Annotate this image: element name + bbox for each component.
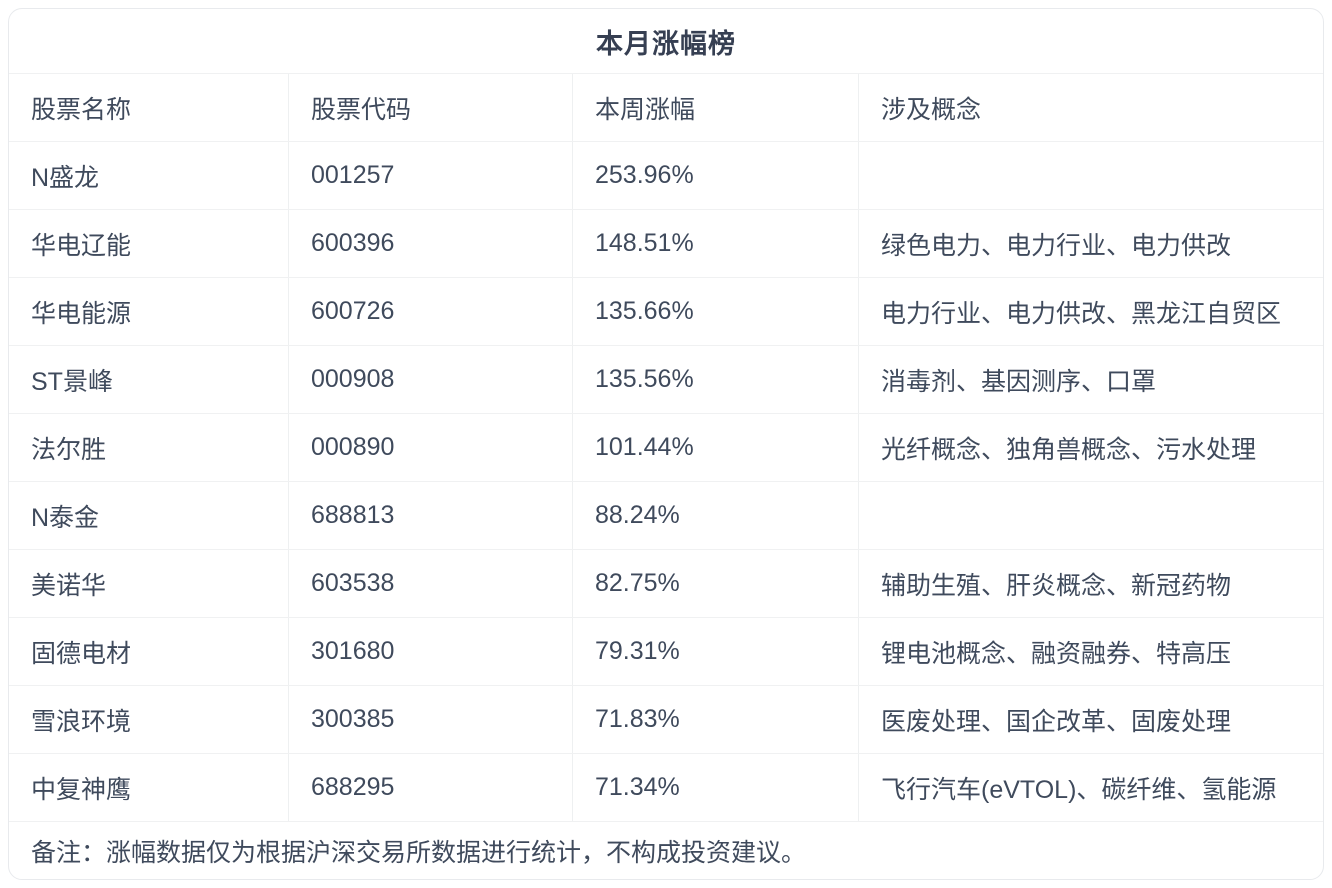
stock-name-cell: 雪浪环境: [9, 686, 289, 753]
concepts-cell: 锂电池概念、融资融券、特高压: [881, 639, 1232, 668]
table-header-row: 股票名称 股票代码 本周涨幅 涉及概念: [9, 73, 1323, 141]
stock-name-cell: 华电辽能: [9, 210, 289, 277]
stock-code-cell: 600396: [289, 210, 573, 277]
concepts-cell: 医废处理、国企改革、固废处理: [881, 707, 1232, 736]
table-row: 华电能源 600726 135.66% 电力行业、电力供改、黑龙江自贸区: [9, 277, 1323, 345]
concepts-cell: 飞行汽车(eVTOL)、碳纤维、氢能源: [881, 775, 1277, 804]
table-row: ST景峰 000908 135.56% 消毒剂、基因测序、口罩: [9, 345, 1323, 413]
table-row: 中复神鹰 688295 71.34% 飞行汽车(eVTOL)、碳纤维、氢能源: [9, 753, 1323, 821]
concepts-cell: [859, 142, 1323, 209]
stock-name-cell: 中复神鹰: [9, 754, 289, 821]
stock-code-cell: 000908: [289, 346, 573, 413]
concepts-cell: [859, 482, 1323, 549]
footnote: 备注：涨幅数据仅为根据沪深交易所数据进行统计，不构成投资建议。: [9, 821, 1323, 879]
concepts-cell: 绿色电力、电力行业、电力供改: [881, 231, 1232, 260]
table-row: 固德电材 301680 79.31% 锂电池概念、融资融券、特高压: [9, 617, 1323, 685]
concepts-cell: 辅助生殖、肝炎概念、新冠药物: [881, 571, 1232, 600]
stock-name-cell: 法尔胜: [9, 414, 289, 481]
gain-ranking-card: 本月涨幅榜 股票名称 股票代码 本周涨幅 涉及概念 N盛龙 001257 253…: [8, 8, 1324, 880]
stock-code-cell: 688813: [289, 482, 573, 549]
stock-code-cell: 600726: [289, 278, 573, 345]
weekly-gain-cell: 101.44%: [573, 414, 859, 481]
stock-code-cell: 001257: [289, 142, 573, 209]
weekly-gain-cell: 82.75%: [573, 550, 859, 617]
weekly-gain-cell: 71.34%: [573, 754, 859, 821]
stock-name-cell: N盛龙: [9, 142, 289, 209]
column-header-concepts: 涉及概念: [881, 95, 982, 124]
table-row: 华电辽能 600396 148.51% 绿色电力、电力行业、电力供改: [9, 209, 1323, 277]
stock-code-cell: 301680: [289, 618, 573, 685]
stock-code-cell: 603538: [289, 550, 573, 617]
concepts-cell: 光纤概念、独角兽概念、污水处理: [881, 435, 1257, 464]
stock-code-cell: 300385: [289, 686, 573, 753]
concepts-cell: 消毒剂、基因测序、口罩: [881, 367, 1157, 396]
page-title: 本月涨幅榜: [596, 28, 736, 59]
column-header-weekly-gain: 本周涨幅: [573, 74, 859, 141]
stock-code-cell: 000890: [289, 414, 573, 481]
weekly-gain-cell: 253.96%: [573, 142, 859, 209]
stock-name-cell: 美诺华: [9, 550, 289, 617]
stock-name-cell: 华电能源: [9, 278, 289, 345]
weekly-gain-cell: 135.56%: [573, 346, 859, 413]
concepts-cell: 电力行业、电力供改、黑龙江自贸区: [881, 299, 1282, 328]
stock-name-cell: 固德电材: [9, 618, 289, 685]
stock-name-cell: N泰金: [9, 482, 289, 549]
stock-name-cell: ST景峰: [9, 346, 289, 413]
table-row: 美诺华 603538 82.75% 辅助生殖、肝炎概念、新冠药物: [9, 549, 1323, 617]
weekly-gain-cell: 135.66%: [573, 278, 859, 345]
column-header-stock-name: 股票名称: [9, 74, 289, 141]
table-row: 雪浪环境 300385 71.83% 医废处理、国企改革、固废处理: [9, 685, 1323, 753]
weekly-gain-cell: 79.31%: [573, 618, 859, 685]
table-row: N泰金 688813 88.24%: [9, 481, 1323, 549]
table-row: 法尔胜 000890 101.44% 光纤概念、独角兽概念、污水处理: [9, 413, 1323, 481]
weekly-gain-cell: 88.24%: [573, 482, 859, 549]
weekly-gain-cell: 148.51%: [573, 210, 859, 277]
stock-code-cell: 688295: [289, 754, 573, 821]
weekly-gain-cell: 71.83%: [573, 686, 859, 753]
column-header-stock-code: 股票代码: [289, 74, 573, 141]
table-row: N盛龙 001257 253.96%: [9, 141, 1323, 209]
